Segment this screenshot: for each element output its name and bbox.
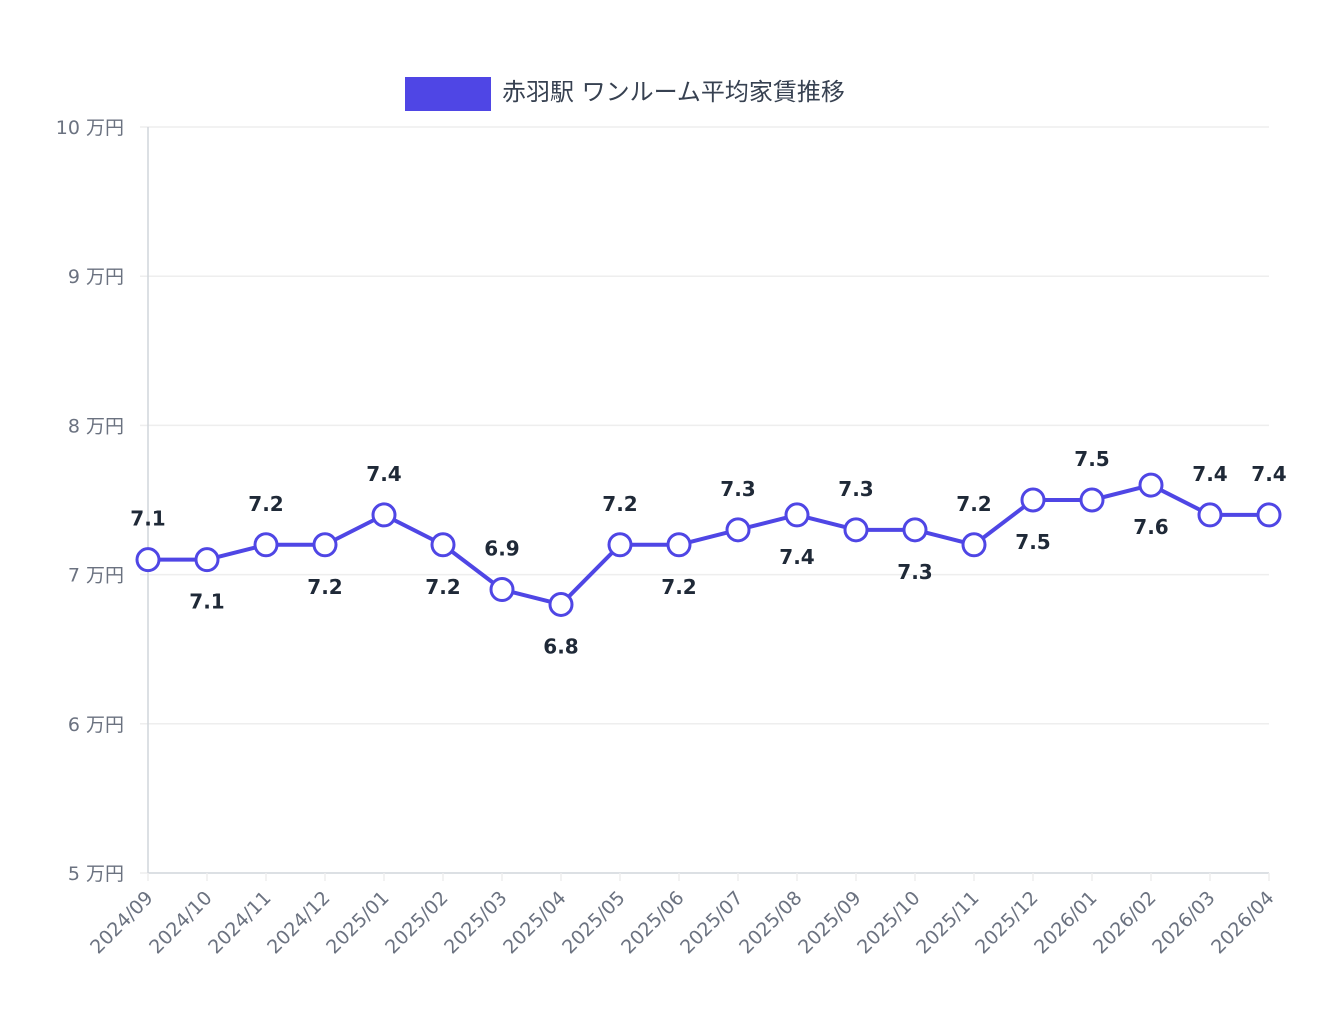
data-point[interactable] bbox=[607, 532, 633, 558]
data-point[interactable] bbox=[843, 517, 869, 543]
data-point[interactable] bbox=[1020, 487, 1046, 513]
data-point[interactable] bbox=[430, 532, 456, 558]
data-point[interactable] bbox=[194, 547, 220, 573]
x-tick-label: 2025/12 bbox=[971, 887, 1042, 958]
data-label: 7.4 bbox=[1192, 462, 1227, 486]
data-label: 7.4 bbox=[1251, 462, 1286, 486]
x-tick-label: 2025/01 bbox=[322, 887, 393, 958]
data-point[interactable] bbox=[902, 517, 928, 543]
data-point[interactable] bbox=[725, 517, 751, 543]
data-label: 7.2 bbox=[602, 492, 637, 516]
data-label: 7.1 bbox=[189, 590, 224, 614]
data-point[interactable] bbox=[961, 532, 987, 558]
data-labels: 7.1 7.1 7.2 7.2 7.4 7.2 6.9 6.8 7.2 7.2 7.3 7.4 7.3 7… bbox=[130, 447, 1286, 658]
data-label: 7.5 bbox=[1074, 447, 1109, 471]
x-tick-label: 2024/10 bbox=[145, 887, 216, 958]
data-point[interactable] bbox=[253, 532, 279, 558]
x-tick-label: 2025/04 bbox=[499, 887, 570, 958]
data-point[interactable] bbox=[371, 502, 397, 528]
y-tick-label: 5 万円 bbox=[68, 863, 124, 885]
legend-label: 赤羽駅 ワンルーム平均家賃推移 bbox=[502, 78, 845, 106]
data-point[interactable] bbox=[784, 502, 810, 528]
data-label: 7.4 bbox=[779, 545, 814, 569]
x-tick-label: 2026/03 bbox=[1148, 887, 1219, 958]
x-tick-label: 2025/08 bbox=[735, 887, 806, 958]
y-tick-label: 8 万円 bbox=[68, 415, 124, 437]
y-tick-label: 9 万円 bbox=[68, 266, 124, 288]
data-label: 7.6 bbox=[1133, 515, 1168, 539]
data-point[interactable] bbox=[666, 532, 692, 558]
data-label: 6.9 bbox=[484, 537, 519, 561]
x-tick-label: 2025/09 bbox=[794, 887, 865, 958]
data-label: 7.2 bbox=[248, 492, 283, 516]
axes bbox=[147, 127, 1269, 874]
data-label: 7.3 bbox=[838, 477, 873, 501]
legend[interactable]: 赤羽駅 ワンルーム平均家賃推移 bbox=[405, 77, 845, 111]
data-label: 7.4 bbox=[366, 462, 401, 486]
legend-swatch bbox=[405, 77, 491, 111]
data-label: 7.5 bbox=[1015, 530, 1050, 554]
y-axis-ticks: 5 万円 6 万円 7 万円 8 万円 9 万円 10 万円 bbox=[56, 117, 124, 885]
data-label: 7.2 bbox=[307, 575, 342, 599]
data-label: 7.1 bbox=[130, 507, 165, 531]
x-tick-label: 2025/05 bbox=[558, 887, 629, 958]
x-tick-label: 2026/01 bbox=[1030, 887, 1101, 958]
x-tick-label: 2025/10 bbox=[853, 887, 924, 958]
x-tick-label: 2024/11 bbox=[204, 887, 275, 958]
x-tick-label: 2025/06 bbox=[617, 887, 688, 958]
grid bbox=[140, 126, 1269, 874]
data-point[interactable] bbox=[489, 577, 515, 603]
data-label: 7.2 bbox=[661, 575, 696, 599]
x-tick-label: 2026/02 bbox=[1089, 887, 1160, 958]
x-tick-label: 2025/11 bbox=[912, 887, 983, 958]
x-tick-label: 2024/09 bbox=[86, 887, 157, 958]
x-tick-label: 2024/12 bbox=[263, 887, 334, 958]
data-point[interactable] bbox=[1138, 472, 1164, 498]
data-label: 7.3 bbox=[897, 560, 932, 584]
x-tick-label: 2026/04 bbox=[1207, 887, 1278, 958]
data-label: 6.8 bbox=[543, 634, 578, 658]
data-point[interactable] bbox=[1079, 487, 1105, 513]
data-label: 7.2 bbox=[956, 492, 991, 516]
x-tick-label: 2025/07 bbox=[676, 887, 747, 958]
data-point[interactable] bbox=[1197, 502, 1223, 528]
data-label: 7.2 bbox=[425, 575, 460, 599]
y-tick-label: 7 万円 bbox=[68, 565, 124, 587]
data-point[interactable] bbox=[135, 547, 161, 573]
data-point[interactable] bbox=[312, 532, 338, 558]
x-tick-label: 2025/02 bbox=[381, 887, 452, 958]
data-label: 7.3 bbox=[720, 477, 755, 501]
series-points bbox=[135, 472, 1282, 617]
data-point[interactable] bbox=[1256, 502, 1282, 528]
y-tick-label: 6 万円 bbox=[68, 714, 124, 736]
data-point[interactable] bbox=[548, 591, 574, 617]
y-tick-label: 10 万円 bbox=[56, 117, 124, 139]
x-tick-label: 2025/03 bbox=[440, 887, 511, 958]
x-axis-ticks: 2024/092024/102024/112024/122025/012025/… bbox=[86, 873, 1279, 958]
